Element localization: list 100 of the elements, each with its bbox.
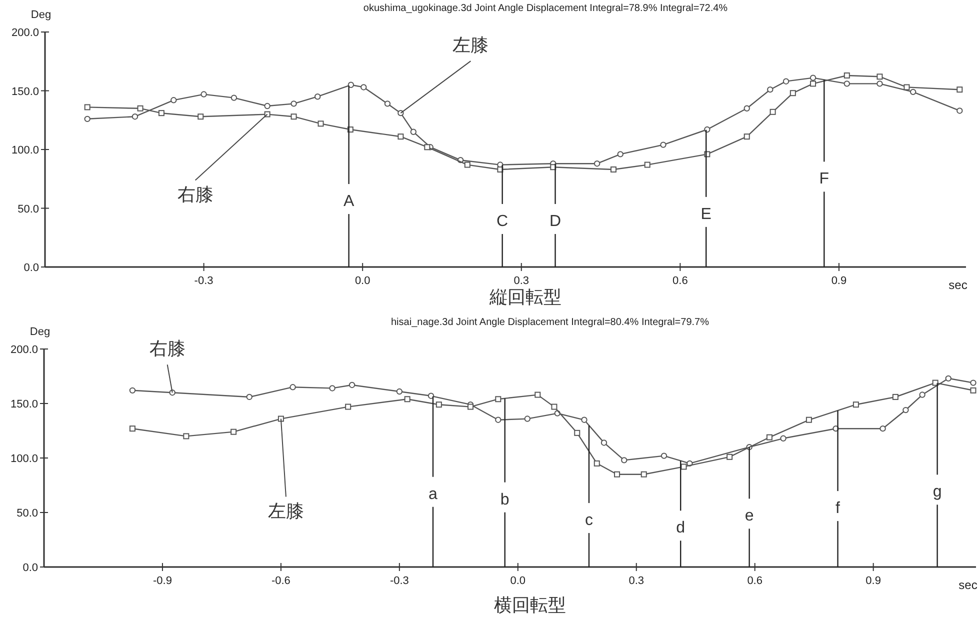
y-axis-title: Deg — [30, 9, 52, 21]
point — [780, 435, 786, 442]
point — [410, 128, 416, 135]
point — [680, 464, 687, 470]
x-axis-title: sec — [958, 578, 978, 592]
point — [610, 166, 616, 172]
point — [495, 396, 502, 402]
point — [614, 471, 620, 478]
y-tick-label: 100.0 — [11, 144, 39, 156]
point — [348, 82, 354, 88]
point — [129, 387, 136, 394]
point — [970, 387, 976, 394]
ref-line-label: C — [496, 213, 508, 230]
x-tick-label: -0.3 — [194, 275, 214, 287]
point — [384, 100, 391, 107]
y-tick-label: 0.0 — [24, 262, 39, 274]
point — [396, 388, 403, 395]
point — [852, 402, 859, 408]
point — [198, 114, 204, 120]
point — [806, 416, 812, 423]
point — [904, 84, 910, 90]
x-tick-label: 0.0 — [510, 575, 526, 587]
ref-line-label: b — [500, 491, 510, 508]
point — [398, 134, 404, 140]
ref-line-label: e — [744, 508, 754, 525]
point — [84, 104, 90, 110]
point — [594, 160, 600, 167]
point — [766, 434, 772, 440]
point — [770, 108, 776, 115]
x-tick-label: 0.0 — [354, 275, 370, 287]
x-tick-label: 0.9 — [866, 575, 881, 587]
point — [844, 80, 850, 87]
x-axis-title: sec — [948, 278, 968, 292]
point — [314, 94, 321, 100]
point — [892, 394, 898, 400]
point — [524, 416, 530, 422]
point — [132, 114, 138, 120]
ref-line-label: f — [836, 500, 841, 518]
point — [810, 80, 816, 87]
y-tick-label: 100.0 — [10, 453, 38, 465]
point — [360, 84, 367, 90]
point — [170, 97, 177, 104]
point — [767, 86, 774, 93]
point — [495, 416, 502, 423]
point — [919, 392, 926, 398]
point — [230, 428, 237, 435]
point — [246, 394, 252, 400]
point — [660, 452, 668, 459]
point — [183, 433, 190, 440]
point — [876, 80, 883, 87]
point — [428, 392, 434, 399]
point — [158, 110, 164, 116]
chart-title: hisai_nage.3d Joint Angle Displacement Integral=80.4% Integral=79.7% — [391, 317, 710, 328]
y-tick-label: 200.0 — [11, 27, 39, 39]
point — [84, 116, 90, 122]
point — [617, 151, 624, 158]
text: 右膝 — [177, 184, 214, 204]
text: 横回転型 — [494, 595, 566, 615]
y-tick-label: 150.0 — [11, 86, 39, 98]
point — [290, 384, 296, 390]
text: 左膝 — [268, 500, 304, 521]
x-tick-label: 0.6 — [672, 275, 688, 287]
chart-title: okushima_ugokinage.3d Joint Angle Displacement Integral=78.9% Integral=72.4% — [363, 3, 728, 14]
point — [726, 454, 733, 460]
point — [790, 90, 796, 96]
y-tick-label: 50.0 — [18, 203, 39, 216]
point — [660, 142, 666, 148]
y-tick-label: 200.0 — [10, 344, 38, 356]
point — [581, 416, 588, 423]
y-tick-label: 50.0 — [16, 508, 38, 520]
ref-line-label: d — [676, 520, 686, 537]
point — [534, 392, 541, 398]
point — [594, 460, 600, 466]
point — [290, 100, 297, 107]
point — [704, 126, 710, 133]
point — [810, 74, 816, 81]
point — [876, 74, 883, 80]
point — [137, 105, 144, 112]
x-tick-label: 0.3 — [628, 575, 644, 587]
point — [902, 406, 909, 414]
point — [404, 396, 410, 402]
point — [880, 425, 886, 432]
ref-line-label: A — [343, 193, 354, 210]
point — [129, 426, 136, 432]
point — [464, 162, 470, 168]
point — [621, 457, 628, 464]
text: 縦回転型 — [488, 287, 562, 307]
point — [910, 88, 916, 96]
point — [644, 162, 650, 168]
point — [956, 86, 963, 93]
point — [345, 404, 352, 410]
x-tick-label: -0.3 — [390, 575, 409, 587]
point — [551, 404, 558, 410]
point — [574, 430, 580, 436]
point — [945, 375, 952, 382]
point — [600, 440, 608, 446]
series-label: 右膝 — [149, 338, 186, 359]
ref-line-label: g — [932, 484, 942, 501]
point — [744, 134, 750, 140]
y-tick-label: 0.0 — [22, 562, 38, 574]
